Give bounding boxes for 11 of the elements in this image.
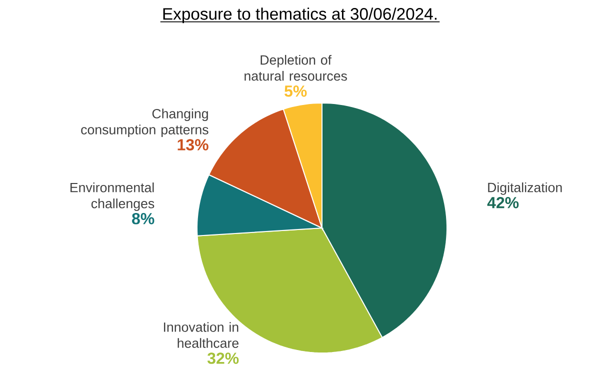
data-label: 8% (132, 212, 154, 224)
data-label: 32% (207, 352, 239, 364)
slice-label: Depletion of natural resources (244, 54, 347, 81)
slice-label: Digitalization (488, 182, 562, 195)
data-label: 42% (487, 196, 519, 208)
chart-title: Exposure to thematics at 30/06/2024. (163, 8, 436, 24)
data-label: 13% (178, 139, 208, 150)
slice-label: Changing consumption patterns (81, 108, 208, 138)
slice-label: Environmental challenges (70, 182, 154, 211)
data-label: 5% (284, 85, 307, 97)
slice-label: Innovation in healthcare (164, 322, 238, 348)
